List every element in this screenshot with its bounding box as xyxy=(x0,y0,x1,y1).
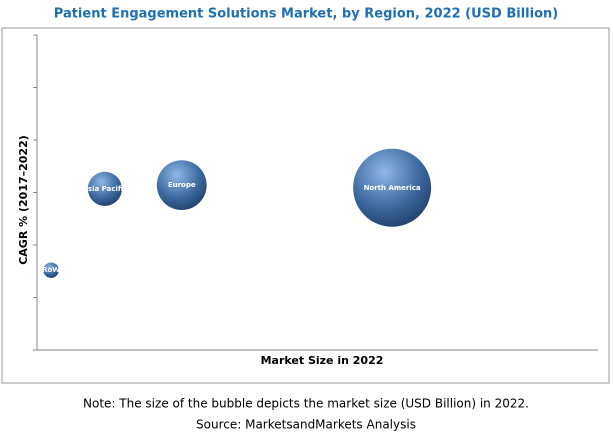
chart-title: Patient Engagement Solutions Market, by … xyxy=(54,7,558,22)
bubble xyxy=(87,171,122,206)
note: Note: The size of the bubble depicts the… xyxy=(83,397,529,411)
source: Source: MarketsandMarkets Analysis xyxy=(196,418,416,432)
bubble xyxy=(43,262,59,278)
bubble-label: North America xyxy=(364,184,421,192)
y-axis-label: CAGR % (2017–2022) xyxy=(17,135,30,265)
bubble xyxy=(156,160,207,211)
bubble-label: Europe xyxy=(168,181,196,189)
plot-frame xyxy=(1,27,610,384)
bubble xyxy=(353,148,432,227)
bubble-label: RoW xyxy=(42,266,60,274)
bubble-label: Asia Pacific xyxy=(83,185,128,193)
x-axis-label: Market Size in 2022 xyxy=(261,354,384,367)
